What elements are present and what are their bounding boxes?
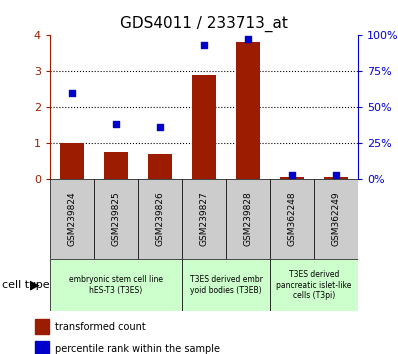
Text: GSM362249: GSM362249	[332, 192, 341, 246]
Bar	[138, 179, 182, 259]
Text: T3ES derived
pancreatic islet-like
cells (T3pi): T3ES derived pancreatic islet-like cells…	[276, 270, 352, 300]
Bar	[324, 177, 348, 179]
Point	[289, 172, 295, 177]
Bar	[148, 154, 172, 179]
Bar	[192, 75, 216, 179]
Bar	[270, 179, 314, 259]
Text: embryonic stem cell line
hES-T3 (T3ES): embryonic stem cell line hES-T3 (T3ES)	[69, 275, 163, 295]
Bar	[35, 319, 49, 334]
Bar	[270, 259, 358, 311]
Point	[245, 36, 251, 42]
Bar	[94, 179, 138, 259]
Text: GSM362248: GSM362248	[287, 192, 297, 246]
Bar	[60, 143, 84, 179]
Text: transformed count: transformed count	[55, 321, 145, 332]
Text: GSM239826: GSM239826	[156, 192, 164, 246]
Text: GSM239825: GSM239825	[111, 192, 121, 246]
Bar	[104, 152, 128, 179]
Bar	[314, 179, 358, 259]
Bar	[35, 341, 49, 354]
Point	[69, 90, 75, 96]
Text: GSM239824: GSM239824	[68, 192, 76, 246]
Title: GDS4011 / 233713_at: GDS4011 / 233713_at	[120, 16, 288, 32]
Bar	[50, 179, 94, 259]
Text: ▶: ▶	[30, 279, 39, 291]
Bar	[226, 179, 270, 259]
Text: GSM239828: GSM239828	[244, 192, 252, 246]
Bar	[280, 177, 304, 179]
Point	[201, 42, 207, 48]
Bar	[50, 259, 182, 311]
Text: cell type: cell type	[2, 280, 50, 290]
Bar	[236, 42, 260, 179]
Text: T3ES derived embr
yoid bodies (T3EB): T3ES derived embr yoid bodies (T3EB)	[189, 275, 262, 295]
Text: GSM239827: GSM239827	[199, 192, 209, 246]
Text: percentile rank within the sample: percentile rank within the sample	[55, 344, 220, 354]
Bar	[182, 259, 270, 311]
Point	[333, 172, 339, 177]
Bar	[182, 179, 226, 259]
Point	[157, 124, 163, 130]
Point	[113, 121, 119, 127]
